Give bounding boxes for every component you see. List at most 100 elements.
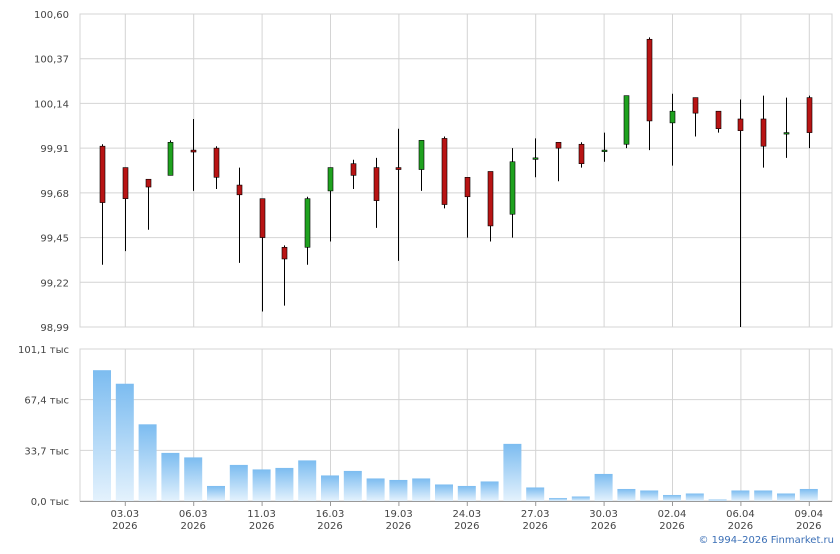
volume-bar bbox=[298, 460, 317, 501]
volume-bar bbox=[229, 464, 248, 501]
candlestick-series bbox=[99, 37, 813, 327]
price-tick-label: 100,14 bbox=[34, 99, 69, 110]
x-tick-label-year: 2026 bbox=[659, 521, 684, 532]
volume-bar bbox=[731, 490, 750, 501]
candle bbox=[304, 196, 311, 265]
price-tick-label: 99,68 bbox=[40, 189, 69, 200]
price-panel-frame bbox=[79, 13, 833, 328]
volume-bar bbox=[708, 499, 727, 501]
candle-body-up bbox=[304, 198, 311, 248]
candle-body-down bbox=[737, 118, 744, 131]
candle-body-down bbox=[464, 177, 471, 198]
candle bbox=[532, 138, 539, 178]
x-axis: 03.03202606.03202611.03202616.03202619.0… bbox=[80, 501, 832, 532]
price-tick-label: 99,91 bbox=[40, 144, 69, 155]
x-tick-label-day: 24.03 bbox=[452, 509, 481, 520]
x-tick-label-day: 11.03 bbox=[247, 509, 276, 520]
candle bbox=[555, 142, 562, 182]
candle bbox=[487, 171, 494, 242]
x-tick-label-year: 2026 bbox=[180, 521, 205, 532]
volume-bar bbox=[275, 467, 294, 501]
x-tick-label-year: 2026 bbox=[796, 521, 821, 532]
volume-bar bbox=[252, 469, 271, 501]
candle bbox=[464, 177, 471, 238]
x-tick-label-day: 06.03 bbox=[179, 509, 208, 520]
candle-body-down bbox=[99, 145, 106, 203]
volume-bar bbox=[138, 424, 157, 501]
candle-body-down bbox=[578, 143, 585, 164]
copyright-text[interactable]: © 1994–2026 Finmarket.ru bbox=[698, 535, 834, 546]
x-tick-label-year: 2026 bbox=[591, 521, 616, 532]
candle bbox=[190, 118, 197, 191]
candle bbox=[373, 157, 380, 228]
candle-body-down bbox=[122, 167, 129, 199]
candle bbox=[145, 178, 152, 230]
volume-bar bbox=[184, 457, 203, 501]
candle bbox=[418, 140, 425, 191]
price-tick-label: 100,60 bbox=[34, 10, 69, 21]
candle bbox=[167, 140, 174, 176]
x-tick-label-year: 2026 bbox=[522, 521, 547, 532]
volume-series bbox=[93, 370, 818, 501]
volume-bar bbox=[366, 478, 385, 501]
candle bbox=[783, 97, 790, 158]
price-tick-label: 98,99 bbox=[40, 323, 69, 334]
candle-body-down bbox=[236, 184, 243, 196]
candle-body-down bbox=[692, 97, 699, 114]
candle-body-down bbox=[760, 118, 767, 147]
x-tick-label-day: 09.04 bbox=[794, 509, 823, 520]
volume-bar bbox=[207, 485, 225, 501]
price-tick-label: 100,37 bbox=[34, 55, 69, 66]
candle bbox=[395, 128, 402, 261]
candle-body-down bbox=[373, 167, 380, 201]
volume-bar bbox=[389, 479, 408, 501]
candle bbox=[99, 144, 106, 265]
x-tick-label-day: 02.04 bbox=[658, 509, 687, 520]
price-grid bbox=[79, 13, 833, 328]
price-tick-label: 99,45 bbox=[40, 234, 69, 245]
volume-bar bbox=[617, 488, 636, 501]
candle bbox=[715, 110, 722, 133]
candle-body-up bbox=[783, 132, 790, 135]
x-tick-label-day: 30.03 bbox=[589, 509, 618, 520]
volume-axis: 101,1 тыс 67,4 тыс 33,7 тыс 0,0 тыс bbox=[18, 345, 69, 508]
volume-bar bbox=[480, 481, 499, 501]
candle bbox=[646, 37, 653, 151]
candle bbox=[213, 146, 220, 189]
candle-body-down bbox=[555, 142, 562, 149]
volume-bar bbox=[321, 475, 339, 501]
candle-body-down bbox=[395, 167, 402, 170]
candle bbox=[578, 142, 585, 168]
candle-body-down bbox=[715, 110, 722, 130]
candle bbox=[259, 198, 266, 312]
candle bbox=[441, 136, 448, 209]
volume-bar bbox=[526, 487, 545, 501]
x-tick-label-year: 2026 bbox=[249, 521, 274, 532]
candle-body-up bbox=[532, 157, 539, 160]
candle bbox=[327, 167, 334, 242]
x-tick-label-year: 2026 bbox=[317, 521, 342, 532]
volume-bar bbox=[799, 488, 818, 501]
candle-body-up bbox=[669, 110, 676, 124]
candle-body-down bbox=[259, 198, 266, 238]
candle-body-down bbox=[441, 138, 448, 205]
candle bbox=[623, 95, 630, 149]
candle-body-down bbox=[646, 38, 653, 122]
volume-bar bbox=[115, 383, 134, 501]
candle-body-down bbox=[281, 246, 288, 260]
volume-tick-label: 33,7 тыс bbox=[24, 446, 69, 457]
volume-bar bbox=[435, 484, 453, 501]
candle-body-up bbox=[509, 161, 516, 215]
candle-body-up bbox=[327, 167, 334, 192]
candle bbox=[669, 93, 676, 166]
x-tick-label-day: 19.03 bbox=[384, 509, 413, 520]
x-tick-label-day: 27.03 bbox=[521, 509, 550, 520]
volume-bar bbox=[503, 443, 522, 501]
x-tick-label-day: 06.04 bbox=[726, 509, 755, 520]
candle bbox=[350, 159, 357, 189]
volume-bar bbox=[663, 494, 681, 501]
volume-bar bbox=[161, 452, 180, 501]
candle bbox=[236, 167, 243, 263]
candle-body-down bbox=[806, 97, 813, 133]
